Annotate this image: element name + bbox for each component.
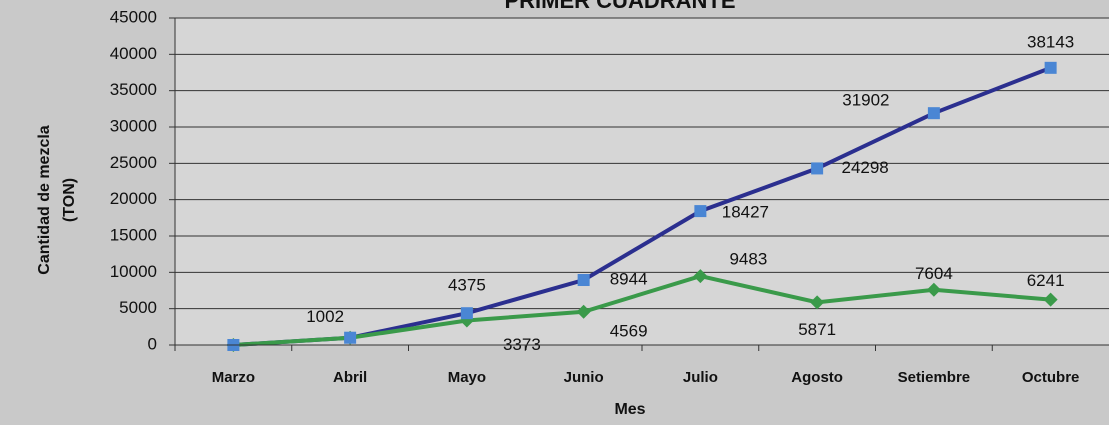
y-tick-label: 0	[148, 334, 157, 353]
y-tick-label: 25000	[110, 153, 157, 172]
marker	[694, 205, 707, 218]
y-tick-label: 35000	[110, 80, 157, 99]
x-tick-label: Marzo	[212, 369, 255, 386]
y-tick-label: 10000	[110, 262, 157, 281]
x-tick-label: Octubre	[1022, 369, 1080, 386]
x-axis-title: Mes	[614, 401, 645, 418]
x-tick-label: Abril	[333, 369, 367, 386]
marker	[810, 295, 825, 310]
marker	[577, 274, 590, 287]
marker	[693, 269, 708, 284]
data-label: 8944	[610, 269, 648, 288]
x-tick-label: Julio	[683, 369, 718, 386]
data-label: 5871	[798, 320, 836, 339]
y-tick-label: 45000	[110, 7, 157, 26]
x-tick-label: Mayo	[448, 369, 486, 386]
y-tick-label: 20000	[110, 189, 157, 208]
marker	[576, 304, 591, 319]
x-tick-label: Junio	[564, 369, 604, 386]
x-tick-label: Setiembre	[898, 369, 971, 386]
data-label: 18427	[722, 203, 769, 222]
data-label: 4375	[448, 276, 486, 295]
data-label: 9483	[729, 250, 767, 269]
y-tick-label: 5000	[119, 298, 157, 317]
y-tick-label: 40000	[110, 44, 157, 63]
marker	[1043, 292, 1058, 307]
data-label: 4569	[610, 321, 648, 340]
marker	[927, 107, 940, 120]
marker	[926, 282, 941, 297]
data-label: 7604	[915, 264, 953, 283]
x-tick-label: Agosto	[791, 369, 843, 386]
data-label: 6241	[1027, 271, 1065, 290]
chart-title: PRIMER CUADRANTE	[505, 0, 736, 13]
y-tick-label: 15000	[110, 225, 157, 244]
data-label: 1002	[306, 307, 344, 326]
y-axis-title: Cantidad de mezcla	[36, 125, 53, 274]
marker	[460, 307, 473, 320]
marker	[1044, 61, 1057, 74]
data-label: 31902	[842, 91, 889, 110]
y-axis-title: (TON)	[61, 178, 78, 222]
data-label: 24298	[841, 158, 888, 177]
marker	[344, 331, 357, 344]
data-label: 3373	[503, 335, 541, 354]
data-label: 38143	[1027, 32, 1074, 51]
y-tick-label: 30000	[110, 116, 157, 135]
marker	[811, 162, 824, 175]
series-line	[233, 274, 1051, 347]
